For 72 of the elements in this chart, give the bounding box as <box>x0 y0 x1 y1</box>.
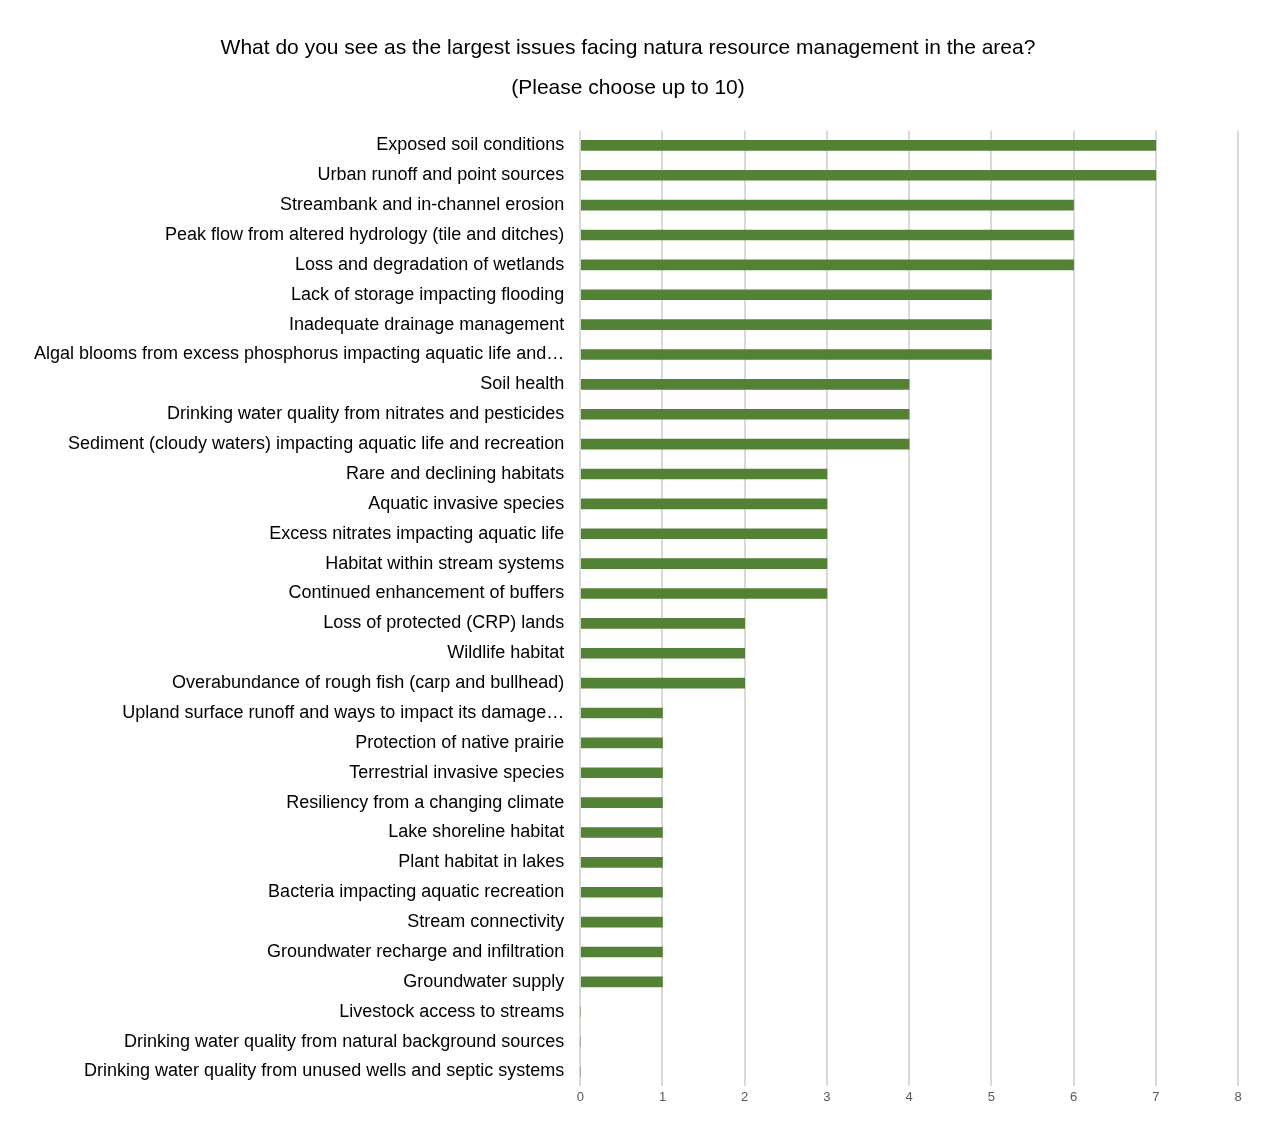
bar <box>580 886 663 898</box>
bar <box>580 647 746 659</box>
y-tick-label: Resiliency from a changing climate <box>286 791 565 812</box>
bar <box>580 558 828 569</box>
bar <box>580 827 663 838</box>
y-tick-label: Loss of protected (CRP) lands <box>323 612 565 633</box>
x-tick-label: 6 <box>1069 1088 1078 1104</box>
bar <box>580 916 663 928</box>
bar <box>580 767 663 779</box>
y-tick-label: Drinking water quality from nitrates and pesticides <box>167 403 565 424</box>
y-tick-label: Livestock access to streams <box>339 1000 565 1021</box>
y-tick-label: Algal blooms from excess phosphorus impacting aquatic life and… <box>33 343 565 364</box>
x-tick-label: 4 <box>905 1088 913 1104</box>
bar <box>580 199 1074 211</box>
y-tick-label: Drinking water quality from unused wells and septic systems <box>84 1060 565 1081</box>
bar <box>580 259 1074 271</box>
bar <box>580 229 1074 241</box>
y-tick-label: Exposed soil conditions <box>376 134 565 155</box>
bar <box>580 169 1157 181</box>
y-tick-label: Groundwater recharge and infiltration <box>267 940 565 961</box>
chart-title: What do you see as the largest issues facing natura resource management in the area? <box>220 35 1036 59</box>
y-tick-label: Upland surface runoff and ways to impact its damage… <box>122 701 565 722</box>
x-tick-label: 3 <box>823 1088 831 1104</box>
bar <box>580 976 663 988</box>
bar <box>580 289 992 301</box>
y-tick-label: Bacteria impacting aquatic recreation <box>268 881 565 902</box>
y-tick-label: Loss and degradation of wetlands <box>295 253 565 274</box>
y-tick-label: Excess nitrates impacting aquatic life <box>269 522 565 543</box>
y-tick-label: Plant habitat in lakes <box>398 851 565 872</box>
y-tick-label: Rare and declining habitats <box>346 462 565 483</box>
bar <box>580 737 663 749</box>
x-tick-label: 7 <box>1152 1088 1160 1104</box>
y-tick-label: Sediment (cloudy waters) impacting aquatic life and recreation <box>68 433 565 454</box>
bar <box>580 857 663 868</box>
bar <box>580 677 746 689</box>
bar <box>580 797 663 808</box>
bar <box>580 588 828 599</box>
y-tick-label: Groundwater supply <box>403 970 565 991</box>
x-tick-label: 5 <box>987 1088 995 1104</box>
y-tick-label: Overabundance of rough fish (carp and bullhead) <box>172 672 565 693</box>
y-tick-label: Soil health <box>480 373 565 394</box>
x-tick-label: 1 <box>658 1088 667 1104</box>
bar <box>580 319 992 330</box>
y-tick-label: Habitat within stream systems <box>325 552 565 573</box>
y-tick-label: Urban runoff and point sources <box>317 164 565 185</box>
x-tick-label: 0 <box>576 1088 584 1104</box>
y-tick-label: Stream connectivity <box>407 911 565 932</box>
bar <box>580 379 910 390</box>
bar <box>580 528 828 540</box>
y-tick-label: Protection of native prairie <box>355 731 565 752</box>
bar <box>580 408 910 420</box>
y-tick-label: Continued enhancement of buffers <box>288 582 565 603</box>
chart-subtitle: (Please choose up to 10) <box>511 74 745 98</box>
y-tick-label: Drinking water quality from natural background sources <box>124 1030 565 1051</box>
bar <box>580 618 746 629</box>
y-tick-label: Peak flow from altered hydrology (tile and ditches) <box>165 223 565 244</box>
y-tick-label: Terrestrial invasive species <box>349 761 565 782</box>
bar <box>580 438 910 450</box>
y-tick-label: Wildlife habitat <box>447 642 565 663</box>
bar <box>580 946 663 958</box>
bar <box>580 498 828 510</box>
bar <box>580 707 663 719</box>
y-tick-label: Lake shoreline habitat <box>388 821 565 842</box>
y-tick-label: Lack of storage impacting flooding <box>291 283 565 304</box>
y-tick-label: Aquatic invasive species <box>368 492 565 513</box>
x-tick-label: 2 <box>741 1088 749 1104</box>
bar <box>580 349 992 360</box>
bar <box>580 140 1157 151</box>
y-tick-label: Inadequate drainage management <box>289 313 565 334</box>
y-tick-label: Streambank and in-channel erosion <box>280 194 565 215</box>
x-tick-label: 8 <box>1234 1088 1242 1104</box>
bar <box>580 468 828 480</box>
